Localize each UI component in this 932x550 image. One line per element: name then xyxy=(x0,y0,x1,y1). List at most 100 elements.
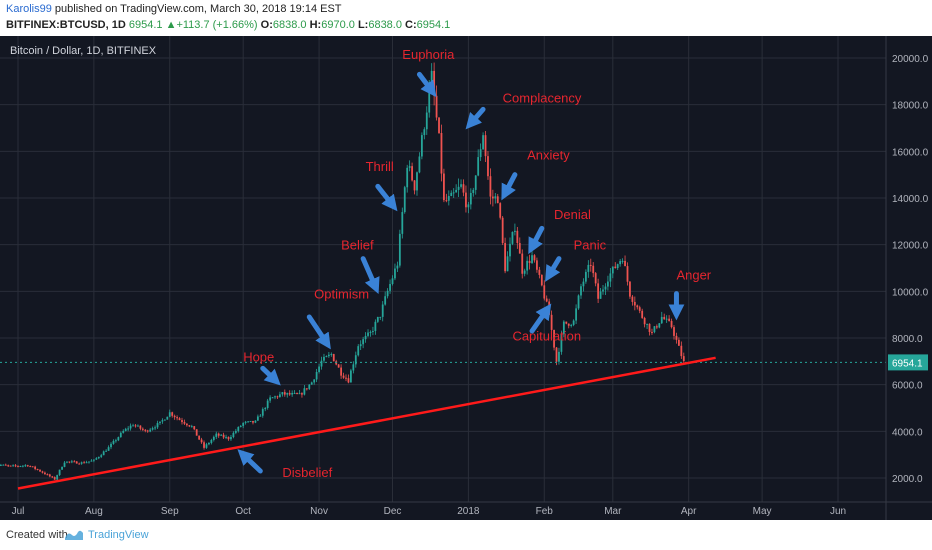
candle xyxy=(75,461,78,464)
candle xyxy=(305,388,308,391)
candle xyxy=(389,279,391,294)
close-label: C: xyxy=(405,19,417,31)
candle xyxy=(582,278,585,292)
candle xyxy=(565,321,568,325)
candle xyxy=(545,295,548,303)
candle xyxy=(560,330,563,355)
candle xyxy=(17,465,19,468)
candle xyxy=(396,261,399,273)
sentiment-label: Euphoria xyxy=(402,47,455,62)
candle xyxy=(58,469,61,477)
sentiment-label: Capitulation xyxy=(512,328,581,343)
candle xyxy=(511,231,514,246)
candle xyxy=(222,432,225,439)
candle xyxy=(327,351,330,358)
candle xyxy=(567,323,570,329)
candle xyxy=(440,124,443,182)
candle xyxy=(499,202,502,220)
candle xyxy=(161,418,164,424)
candle xyxy=(435,85,438,121)
candle xyxy=(95,457,98,461)
candle xyxy=(2,464,5,466)
candle xyxy=(580,283,582,299)
candle xyxy=(274,395,276,400)
candle xyxy=(41,470,44,474)
tradingview-brand-link[interactable]: TradingView xyxy=(88,529,149,541)
sentiment-label: Optimism xyxy=(314,286,369,301)
sentiment-label: Thrill xyxy=(366,159,394,174)
candle xyxy=(61,466,63,470)
candle xyxy=(648,323,651,336)
candle xyxy=(14,463,17,468)
candle xyxy=(26,464,29,467)
sentiment-arrow xyxy=(528,225,545,255)
candle xyxy=(83,460,85,464)
candle xyxy=(232,431,235,439)
candle xyxy=(416,171,418,196)
candle xyxy=(9,465,12,467)
x-tick-label: Nov xyxy=(310,506,328,517)
candle xyxy=(156,420,159,430)
candle xyxy=(462,179,465,197)
candle xyxy=(139,425,142,431)
price-change: ▲+113.7 (+1.66%) xyxy=(165,19,258,31)
candle xyxy=(460,179,462,189)
candle xyxy=(413,179,416,195)
x-tick-label: Oct xyxy=(235,506,251,517)
y-tick-label: 8000.0 xyxy=(892,334,923,345)
candle xyxy=(619,258,622,267)
candle xyxy=(301,392,303,398)
candle xyxy=(127,426,130,432)
candle xyxy=(124,427,127,432)
candle xyxy=(195,429,198,436)
candle xyxy=(0,463,2,466)
candle xyxy=(587,260,590,278)
y-tick-label: 10000.0 xyxy=(892,287,929,298)
candle xyxy=(489,168,492,205)
candle xyxy=(107,445,110,451)
candle xyxy=(166,416,169,420)
candle xyxy=(70,459,73,464)
candle xyxy=(680,341,683,359)
candle xyxy=(144,429,147,433)
candle xyxy=(675,332,678,344)
candle xyxy=(638,305,641,314)
candle xyxy=(31,466,34,468)
candle xyxy=(254,420,257,424)
y-tick-label: 4000.0 xyxy=(892,427,923,438)
candle xyxy=(445,193,448,203)
candle xyxy=(553,329,555,351)
candle xyxy=(599,287,602,299)
chart-footer: Created with TradingView xyxy=(0,520,932,550)
x-tick-label: May xyxy=(753,506,772,517)
candle xyxy=(171,411,174,418)
created-with-text: Created with xyxy=(6,529,68,541)
author-link[interactable]: Karolis99 xyxy=(6,3,52,15)
candle xyxy=(376,316,379,323)
candle xyxy=(562,320,565,338)
candle xyxy=(438,117,440,135)
candle xyxy=(624,255,626,267)
candle xyxy=(482,132,484,150)
candle xyxy=(115,438,117,443)
candle xyxy=(354,351,357,368)
candle xyxy=(325,355,328,358)
candle xyxy=(589,258,592,272)
x-tick-label: Apr xyxy=(681,506,697,517)
x-tick-label: Sep xyxy=(161,506,179,517)
candle xyxy=(298,389,301,395)
support-trendline xyxy=(17,356,716,490)
candle xyxy=(88,461,90,464)
price-chart[interactable]: Bitcoin / Dollar, 1D, BITFINEX 6954.1 Eu… xyxy=(0,36,932,520)
candle xyxy=(80,461,83,465)
candle xyxy=(315,368,318,383)
ohlc-line: BITFINEX:BTCUSD, 1D 6954.1 ▲+113.7 (+1.6… xyxy=(6,19,450,31)
candle xyxy=(208,442,210,446)
candle xyxy=(636,304,639,310)
candle xyxy=(658,323,661,329)
candle xyxy=(112,439,115,445)
candle xyxy=(504,237,507,274)
candle xyxy=(575,304,577,325)
candle xyxy=(51,475,54,478)
candle xyxy=(85,460,88,464)
